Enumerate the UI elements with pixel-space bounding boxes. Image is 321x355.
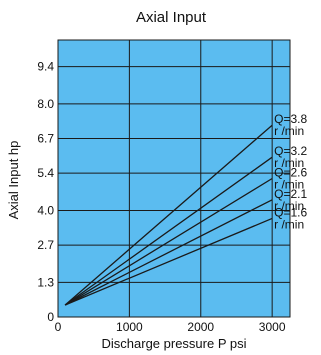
series-label-unit: r /min [274,199,304,213]
x-tick-label: 1000 [116,320,143,334]
series-label-unit: r /min [274,178,304,192]
series-label-flow: Q=2.6 [274,166,307,180]
series-lines [64,124,273,306]
y-tick-label: 1.3 [37,275,54,289]
series-line [64,156,273,306]
x-tick-label: 3000 [259,320,286,334]
grid-lines [58,40,290,317]
y-axis-label: Axial Input hp [6,141,21,220]
tick-labels: 0 1.3 2.7 4.0 5.4 6.7 8.0 9.4 0 1000 2000 3000 [37,60,286,334]
x-tick-label: 2000 [187,320,214,334]
series-label-flow: Q=2.1 [274,187,307,201]
y-tick-label: 4.0 [37,203,54,217]
series-label-unit: r /min [274,156,304,170]
series-line [64,199,273,306]
y-tick-label: 9.4 [37,60,54,74]
y-tick-label: 5.4 [37,166,54,180]
y-tick-label: 8.0 [37,97,54,111]
series-label-unit: r /min [274,124,304,138]
series-label-flow: Q=3.2 [274,144,307,158]
series-label-flow: Q=3.8 [274,112,307,126]
chart-title: Axial Input [136,9,207,26]
plot-area [57,39,291,318]
series-label-flow: Q=1.6 [274,205,307,219]
series-line [64,217,273,306]
y-tick-label: 2.7 [37,238,54,252]
series-label-unit: r /min [274,217,304,231]
series-line [64,124,273,306]
y-tick-label: 0 [47,310,54,324]
x-axis-label: Discharge pressure P psi [102,336,247,351]
x-tick-label: 0 [55,320,62,334]
y-tick-label: 6.7 [37,132,54,146]
series-line [64,177,273,306]
